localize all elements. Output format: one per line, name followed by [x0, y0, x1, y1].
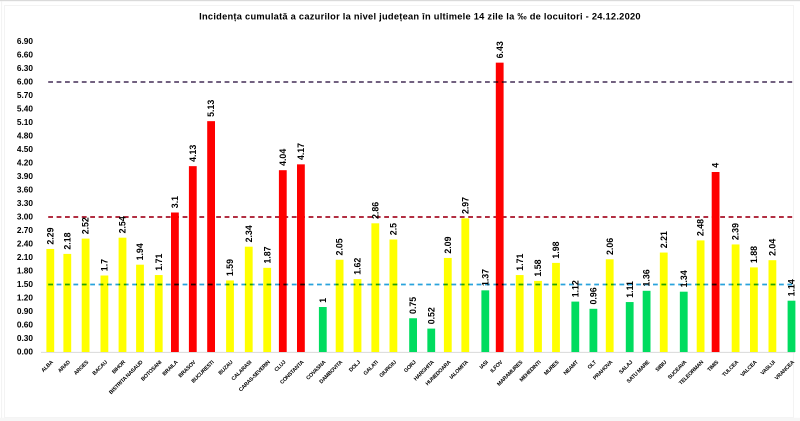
svg-text:3.1: 3.1 [170, 196, 180, 208]
svg-text:1.62: 1.62 [353, 258, 363, 275]
svg-text:4.20: 4.20 [17, 158, 34, 168]
svg-text:1.71: 1.71 [515, 254, 525, 271]
svg-text:1.14: 1.14 [787, 279, 797, 296]
svg-text:5.40: 5.40 [17, 104, 34, 114]
svg-text:3.90: 3.90 [17, 171, 34, 181]
svg-text:2.5: 2.5 [389, 223, 399, 235]
svg-text:1.50: 1.50 [17, 279, 34, 289]
svg-text:6.43: 6.43 [495, 41, 505, 58]
svg-text:1.98: 1.98 [551, 241, 561, 258]
svg-text:IASI: IASI [479, 359, 490, 370]
svg-text:1.71: 1.71 [154, 254, 164, 271]
svg-text:3.60: 3.60 [17, 185, 34, 195]
svg-text:2.34: 2.34 [244, 225, 254, 242]
svg-text:5.70: 5.70 [17, 90, 34, 100]
svg-text:1.87: 1.87 [262, 246, 272, 263]
svg-text:2.06: 2.06 [605, 238, 615, 255]
svg-text:4.50: 4.50 [17, 144, 34, 154]
svg-text:1.59: 1.59 [225, 259, 235, 276]
svg-text:2.48: 2.48 [696, 219, 706, 236]
svg-text:2.18: 2.18 [62, 232, 72, 249]
svg-text:0.96: 0.96 [589, 287, 599, 304]
svg-text:2.04: 2.04 [768, 239, 778, 256]
svg-text:0.30: 0.30 [17, 333, 34, 343]
svg-text:1.58: 1.58 [533, 259, 543, 276]
svg-text:2.97: 2.97 [460, 197, 470, 214]
svg-text:1: 1 [318, 298, 328, 303]
svg-text:1.88: 1.88 [749, 246, 759, 263]
svg-text:1.20: 1.20 [17, 293, 34, 303]
svg-text:2.10: 2.10 [17, 252, 34, 262]
svg-text:0.00: 0.00 [17, 347, 34, 357]
svg-text:2.40: 2.40 [17, 239, 34, 249]
svg-text:6.60: 6.60 [17, 50, 34, 60]
svg-text:6.30: 6.30 [17, 63, 34, 73]
svg-text:3.00: 3.00 [17, 212, 34, 222]
svg-text:4: 4 [711, 163, 721, 168]
svg-text:1.7: 1.7 [100, 259, 110, 271]
svg-text:2.54: 2.54 [118, 216, 128, 233]
svg-text:2.39: 2.39 [731, 223, 741, 240]
svg-text:1.80: 1.80 [17, 266, 34, 276]
svg-text:1.11: 1.11 [625, 281, 635, 298]
svg-text:0.52: 0.52 [426, 307, 436, 324]
svg-text:1.12: 1.12 [570, 280, 580, 297]
svg-text:4.80: 4.80 [17, 131, 34, 141]
svg-text:4.17: 4.17 [296, 143, 306, 160]
svg-text:0.60: 0.60 [17, 320, 34, 330]
svg-text:3.30: 3.30 [17, 198, 34, 208]
svg-text:5.13: 5.13 [206, 100, 216, 117]
svg-text:1.34: 1.34 [679, 270, 689, 287]
svg-text:Incidența cumulată a cazurilor: Incidența cumulată a cazurilor la nivel … [199, 11, 641, 21]
svg-text:1.37: 1.37 [480, 269, 490, 286]
svg-text:1.36: 1.36 [642, 269, 652, 286]
svg-text:2.52: 2.52 [81, 217, 91, 234]
svg-text:2.21: 2.21 [659, 231, 669, 248]
svg-text:6.90: 6.90 [17, 36, 34, 46]
svg-text:4.13: 4.13 [188, 145, 198, 162]
svg-text:2.86: 2.86 [370, 202, 380, 219]
svg-text:2.70: 2.70 [17, 225, 34, 235]
svg-text:0.75: 0.75 [408, 297, 418, 314]
svg-text:4.04: 4.04 [278, 149, 288, 166]
svg-text:2.29: 2.29 [45, 227, 55, 244]
svg-text:1.94: 1.94 [135, 243, 145, 260]
svg-text:2.05: 2.05 [335, 238, 345, 255]
svg-text:6.00: 6.00 [17, 77, 34, 87]
svg-text:5.10: 5.10 [17, 117, 34, 127]
svg-text:OLT: OLT [587, 359, 599, 371]
svg-text:0.90: 0.90 [17, 306, 34, 316]
svg-text:2.09: 2.09 [443, 236, 453, 253]
